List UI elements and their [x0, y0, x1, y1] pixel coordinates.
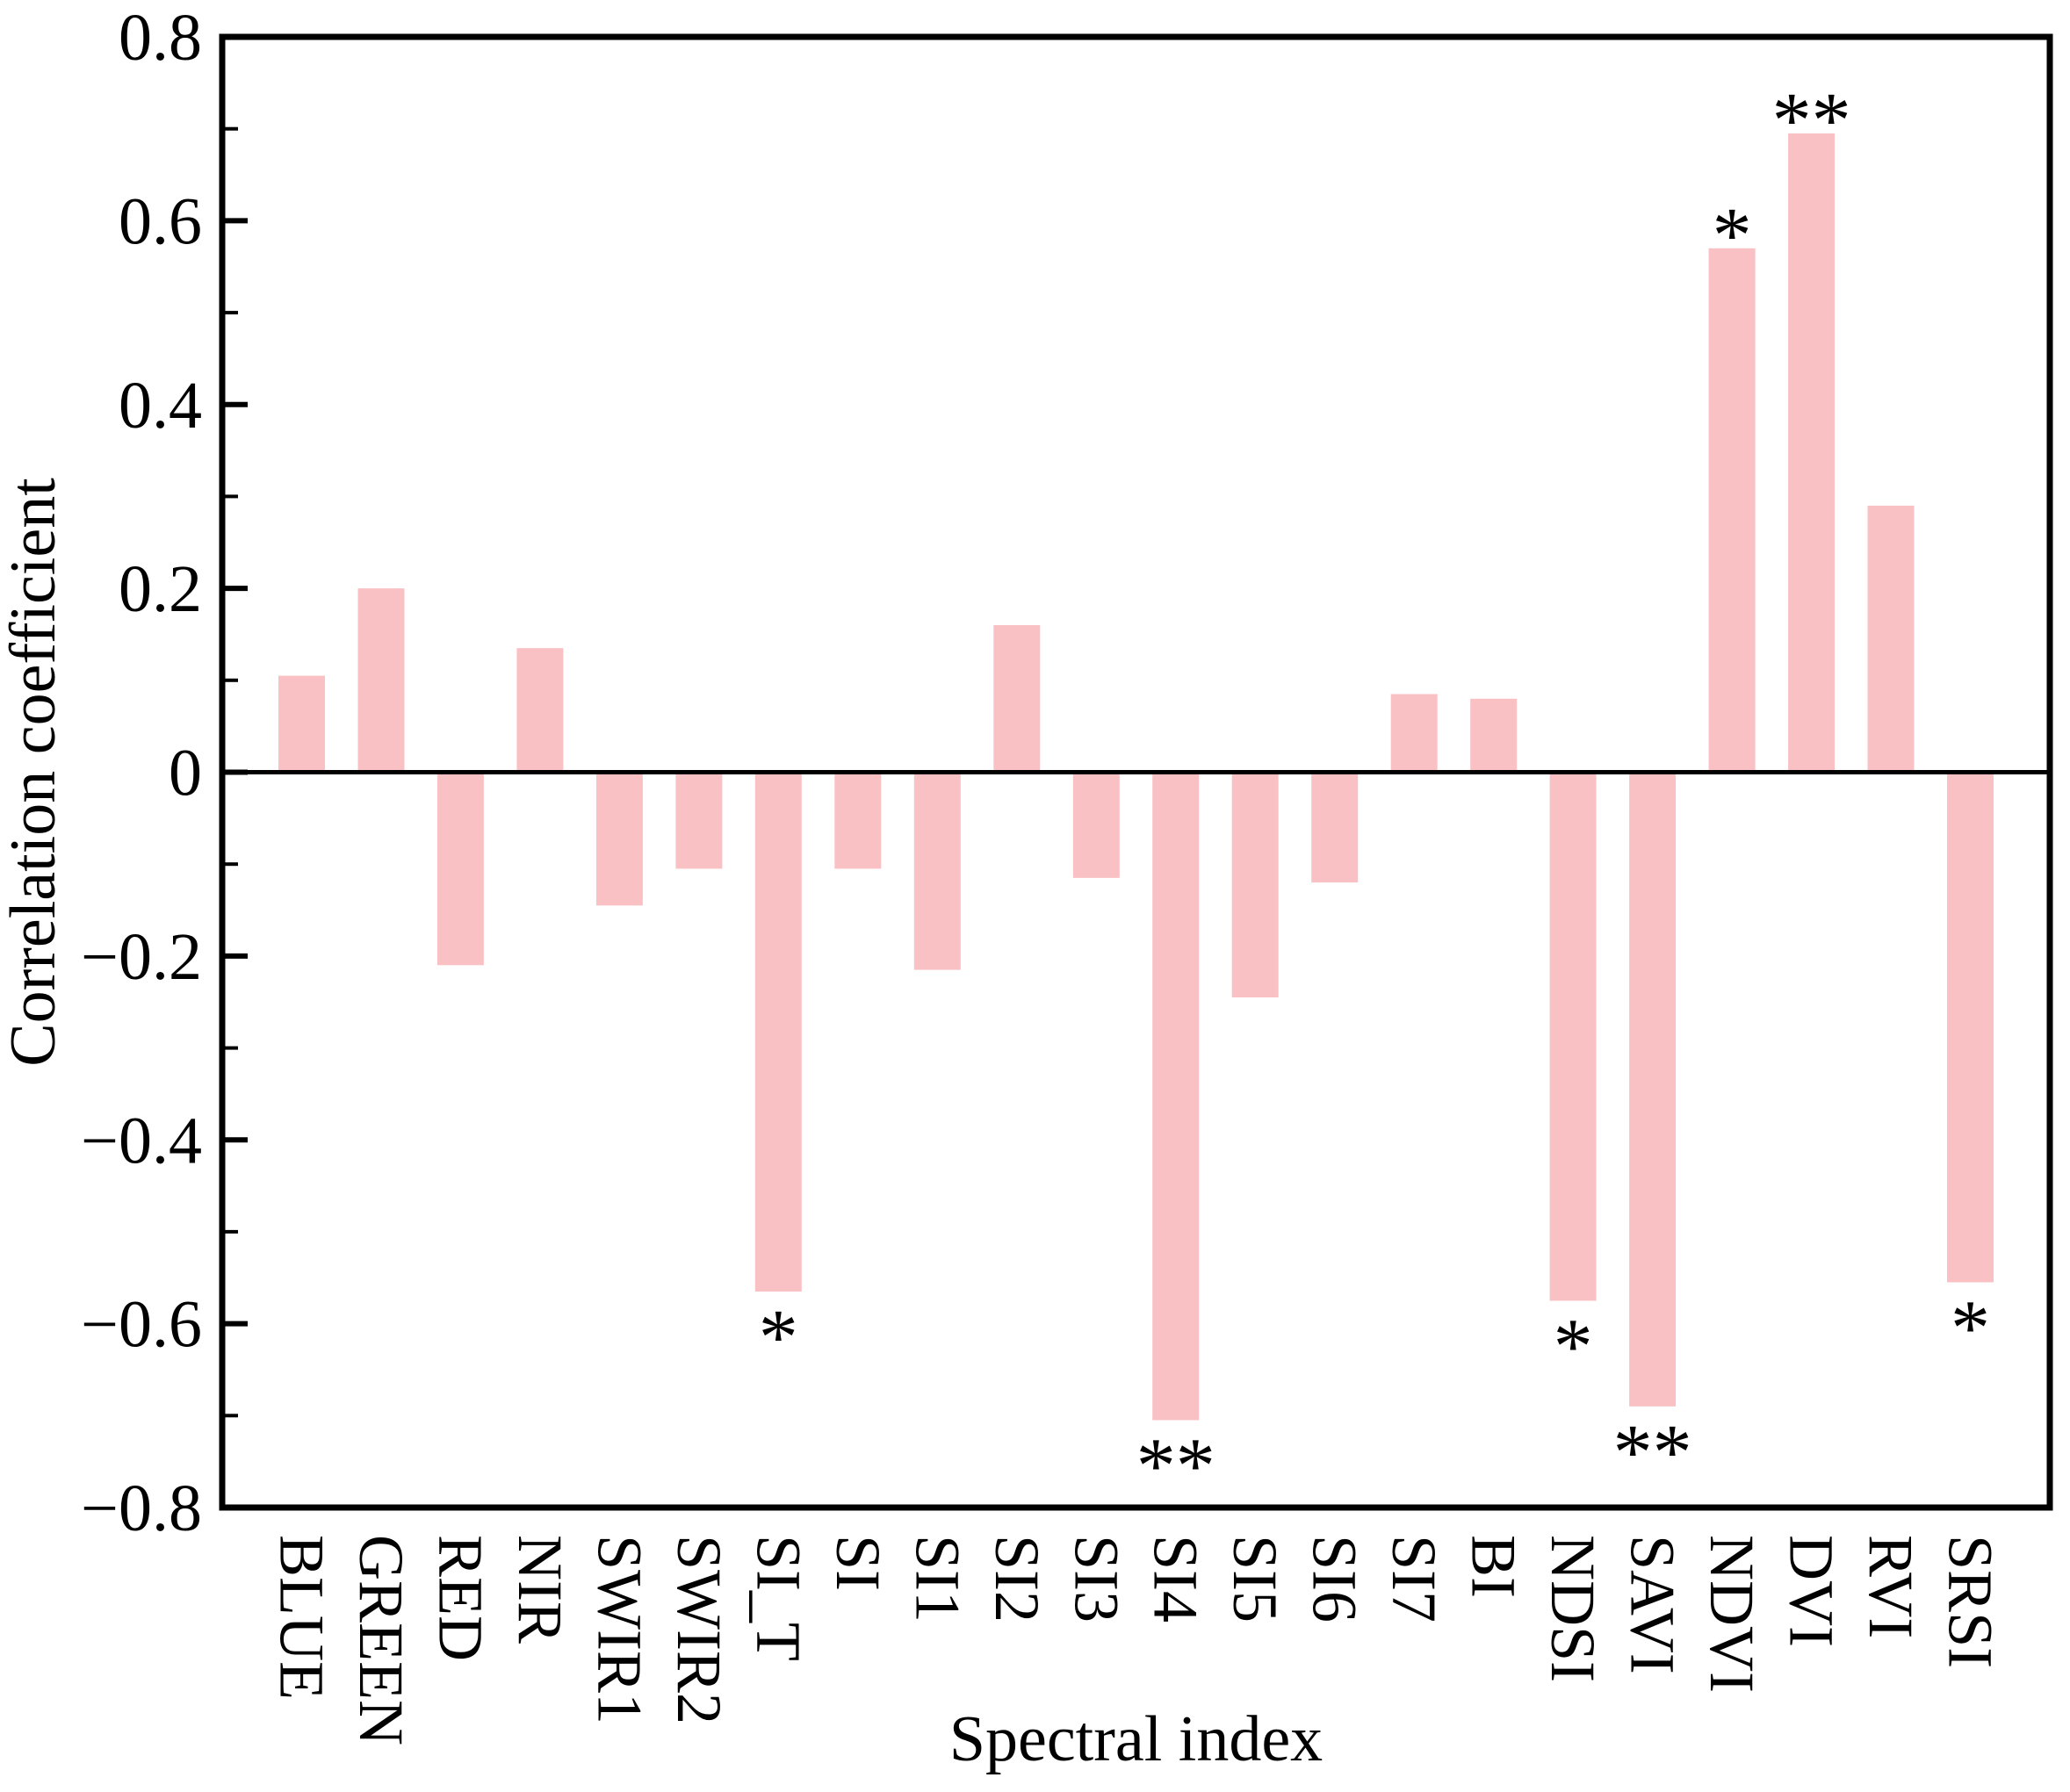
bar	[1788, 133, 1836, 773]
significance-marker: *	[1554, 1304, 1593, 1391]
x-tick-label: BLUE	[267, 1535, 337, 1700]
bar	[278, 675, 325, 773]
y-tick-label: 0	[169, 737, 202, 810]
bar	[1311, 772, 1359, 883]
x-tick-label: SI6	[1300, 1535, 1370, 1623]
x-tick-label: DVI	[1777, 1535, 1847, 1647]
significance-marker: *	[759, 1294, 798, 1381]
bar	[993, 625, 1041, 773]
bar	[1708, 248, 1756, 773]
bar	[1390, 694, 1438, 773]
x-tick-label: SI4	[1141, 1535, 1211, 1623]
x-tick-label: SI1	[902, 1535, 972, 1623]
x-tick-label: SWIR2	[664, 1535, 734, 1724]
y-tick-label: −0.4	[81, 1104, 202, 1177]
bar	[1231, 772, 1279, 997]
y-axis-ticks: 0.8 0.6 0.4 0.2 0 −0.2 −0.4 −0.6 −0.8	[81, 1, 248, 1545]
bar	[675, 772, 723, 869]
significance-marker: **	[1136, 1423, 1215, 1510]
x-tick-label: SI_T	[743, 1535, 813, 1661]
significance-marker: *	[1951, 1285, 1990, 1372]
bar	[516, 648, 564, 773]
x-tick-label: NDVI	[1697, 1535, 1767, 1693]
x-tick-label: GREEN	[346, 1535, 416, 1745]
significance-marker: **	[1613, 1409, 1692, 1496]
significance-marker: *	[1713, 192, 1752, 279]
x-tick-label: RVI	[1856, 1535, 1926, 1638]
x-tick-label: NIR	[505, 1535, 575, 1644]
x-tick-label: SRSI	[1936, 1535, 2006, 1668]
x-tick-label: SI5	[1220, 1535, 1290, 1623]
bar	[595, 772, 643, 906]
significance-marker: **	[1772, 77, 1851, 164]
x-tick-label: SAVI	[1618, 1535, 1688, 1674]
x-tick-label: RED	[425, 1535, 495, 1661]
bar	[834, 772, 882, 869]
bar	[1152, 772, 1200, 1421]
x-tick-label: SI	[823, 1535, 893, 1591]
bar	[913, 772, 961, 970]
bar	[436, 772, 484, 966]
y-tick-label: −0.2	[81, 920, 202, 994]
bar	[1470, 698, 1518, 773]
x-tick-label: SI2	[982, 1535, 1052, 1623]
bar	[1867, 505, 1915, 773]
y-axis-title: Correlation coefficient	[0, 478, 69, 1067]
y-tick-label: 0.4	[119, 369, 202, 443]
x-axis-title: Spectral index	[949, 1703, 1323, 1775]
y-tick-label: 0.6	[119, 184, 202, 258]
bar	[754, 772, 802, 1292]
x-tick-label: NDSI	[1538, 1535, 1608, 1682]
bar	[1549, 772, 1597, 1301]
x-tick-label: BI	[1459, 1535, 1529, 1598]
x-tick-label: SI3	[1061, 1535, 1131, 1623]
plot-border	[219, 33, 2053, 1511]
y-tick-label: 0.8	[119, 1, 202, 75]
bar	[1072, 772, 1120, 878]
x-tick-label: SWIR1	[584, 1535, 654, 1724]
significance-markers: **********	[759, 77, 1990, 1510]
y-tick-label: −0.6	[81, 1288, 202, 1362]
x-tick-label: SI7	[1379, 1535, 1449, 1623]
bar	[357, 588, 405, 773]
y-tick-label: 0.2	[119, 552, 202, 626]
bar	[1947, 772, 1994, 1283]
bars	[278, 133, 1994, 1421]
x-axis-labels: BLUE GREEN RED NIR SWIR1 SWIR2 SI_T SI SI1 SI2 SI3…	[267, 1535, 2006, 1745]
y-tick-label: −0.8	[81, 1472, 202, 1545]
bar	[1629, 772, 1677, 1407]
